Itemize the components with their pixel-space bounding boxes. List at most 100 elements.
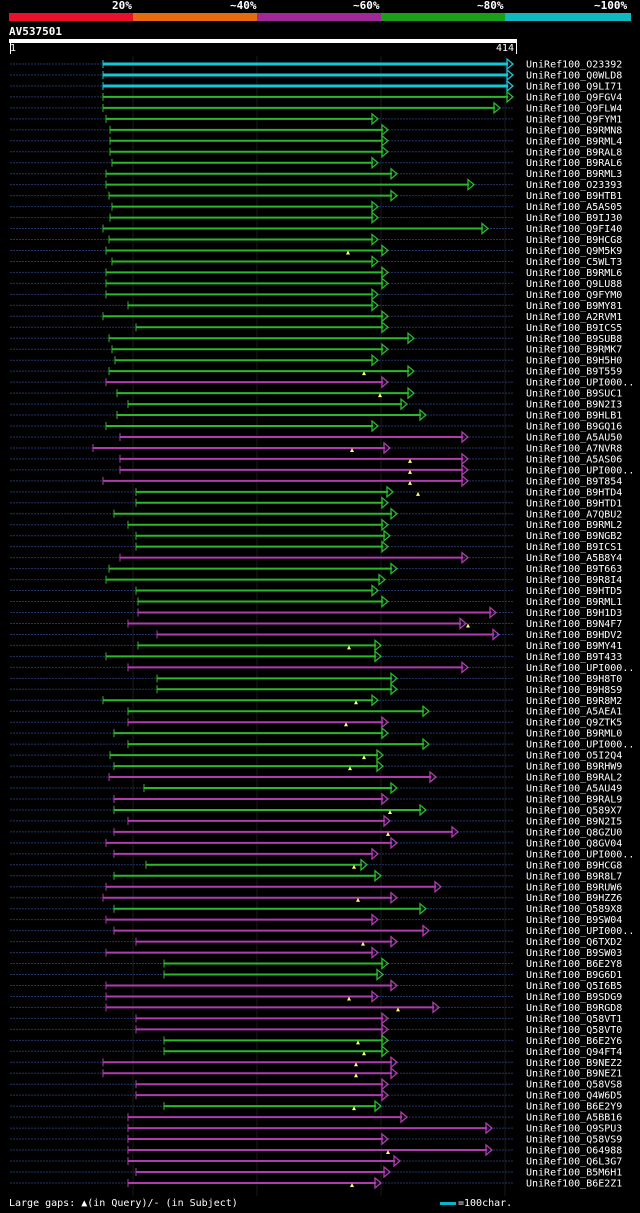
hit-label[interactable]: UniRef100_A5AS05 [526, 202, 622, 213]
hit-label[interactable]: UniRef100_UPI000.. [526, 740, 634, 751]
hit-label[interactable]: UniRef100_Q8GV04 [526, 838, 622, 849]
hit-label[interactable]: UniRef100_B9ICS5 [526, 323, 622, 334]
hit-label[interactable]: UniRef100_Q589X8 [526, 904, 622, 915]
hit-label[interactable]: UniRef100_B6E2Z1 [526, 1178, 622, 1189]
hit-label[interactable]: UniRef100_UPI000.. [526, 378, 634, 389]
hit-label[interactable]: UniRef100_B9N2I3 [526, 400, 622, 411]
hit-label[interactable]: UniRef100_B9SW04 [526, 915, 622, 926]
hit-label[interactable]: UniRef100_B9MY41 [526, 641, 622, 652]
hit-label[interactable]: UniRef100_Q4W6D5 [526, 1091, 622, 1102]
hit-label[interactable]: UniRef100_UPI000.. [526, 926, 634, 937]
hit-label[interactable]: UniRef100_B9HTD1 [526, 498, 622, 509]
hit-label[interactable]: UniRef100_B9T559 [526, 367, 622, 378]
hit-label[interactable]: UniRef100_Q5I6B5 [526, 981, 622, 992]
hit-label[interactable]: UniRef100_B9NEZ1 [526, 1069, 622, 1080]
hit-label[interactable]: UniRef100_B9RMN8 [526, 125, 622, 136]
hit-label[interactable]: UniRef100_A5AU49 [526, 784, 622, 795]
hit-label[interactable]: UniRef100_Q0WLD8 [526, 70, 622, 81]
hit-label[interactable]: UniRef100_B9IJ30 [526, 213, 622, 224]
hit-label[interactable]: UniRef100_B9HLB1 [526, 411, 622, 422]
hit-label[interactable]: UniRef100_B6E2Y6 [526, 1036, 622, 1047]
hit-label[interactable]: UniRef100_Q94FT4 [526, 1047, 622, 1058]
hit-label[interactable]: UniRef100_Q58VS9 [526, 1135, 622, 1146]
hit-label[interactable]: UniRef100_B6E2Y9 [526, 1102, 622, 1113]
hit-label[interactable]: UniRef100_B9R8M2 [526, 696, 622, 707]
hit-label[interactable]: UniRef100_B9SUC1 [526, 389, 622, 400]
hit-label[interactable]: UniRef100_B9H8S9 [526, 685, 622, 696]
hit-label[interactable]: UniRef100_B9N4F7 [526, 619, 622, 630]
hit-label[interactable]: UniRef100_B9H1D3 [526, 608, 622, 619]
hit-label[interactable]: UniRef100_B9GQ16 [526, 422, 622, 433]
hit-label[interactable]: UniRef100_Q589X7 [526, 805, 622, 816]
hit-label[interactable]: UniRef100_O64988 [526, 1146, 622, 1157]
hit-label[interactable]: UniRef100_B9HTD5 [526, 586, 622, 597]
hit-label[interactable]: UniRef100_B9MY81 [526, 301, 622, 312]
hit-label[interactable]: UniRef100_B9SDG9 [526, 992, 622, 1003]
hit-label[interactable]: UniRef100_B9HZZ6 [526, 893, 622, 904]
hit-label[interactable]: UniRef100_B9N2I5 [526, 816, 622, 827]
hit-label[interactable]: UniRef100_B9SUB8 [526, 334, 622, 345]
hit-label[interactable]: UniRef100_B9HCG8 [526, 860, 622, 871]
hit-label[interactable]: UniRef100_B9RUW6 [526, 882, 622, 893]
hit-label[interactable]: UniRef100_A5AS06 [526, 454, 622, 465]
hit-label[interactable]: UniRef100_Q9FYM1 [526, 114, 622, 125]
hit-label[interactable]: UniRef100_A5AEA1 [526, 707, 622, 718]
hit-label[interactable]: UniRef100_Q9FYM0 [526, 290, 622, 301]
hit-label[interactable]: UniRef100_B9T433 [526, 652, 622, 663]
hit-label[interactable]: UniRef100_B9T663 [526, 564, 622, 575]
hit-label[interactable]: UniRef100_A7QBU2 [526, 509, 622, 520]
hit-label[interactable]: UniRef100_UPI000.. [526, 465, 634, 476]
hit-label[interactable]: UniRef100_B9RAL8 [526, 147, 622, 158]
hit-label[interactable]: UniRef100_B9RML0 [526, 729, 622, 740]
hit-label[interactable]: UniRef100_B9HDV2 [526, 630, 622, 641]
hit-label[interactable]: UniRef100_O23392 [526, 60, 622, 71]
hit-label[interactable]: UniRef100_B9RAL2 [526, 773, 622, 784]
hit-label[interactable]: UniRef100_A5AU50 [526, 432, 622, 443]
hit-label[interactable]: UniRef100_B9RAL6 [526, 158, 622, 169]
hit-label[interactable]: UniRef100_Q8GZU0 [526, 827, 622, 838]
hit-label[interactable]: UniRef100_B9RHW9 [526, 762, 622, 773]
hit-label[interactable]: UniRef100_Q58VT0 [526, 1025, 622, 1036]
hit-label[interactable]: UniRef100_Q9M5K9 [526, 246, 622, 257]
hit-label[interactable]: UniRef100_B9NEZ2 [526, 1058, 622, 1069]
hit-label[interactable]: UniRef100_B9T854 [526, 476, 622, 487]
hit-label[interactable]: UniRef100_B9ICS1 [526, 542, 622, 553]
hit-label[interactable]: UniRef100_B9RAL9 [526, 794, 622, 805]
hit-label[interactable]: UniRef100_Q9ZTK5 [526, 718, 622, 729]
hit-label[interactable]: UniRef100_B9RML4 [526, 136, 622, 147]
hit-label[interactable]: UniRef100_Q9SPU3 [526, 1124, 622, 1135]
hit-label[interactable]: UniRef100_A5B8Y4 [526, 553, 622, 564]
hit-label[interactable]: UniRef100_B9H5H0 [526, 356, 622, 367]
hit-label[interactable]: UniRef100_B9R8L7 [526, 871, 622, 882]
hit-label[interactable]: UniRef100_Q9FLW4 [526, 103, 622, 114]
hit-label[interactable]: UniRef100_O23393 [526, 180, 622, 191]
hit-label[interactable]: UniRef100_B9SW03 [526, 948, 622, 959]
hit-label[interactable]: UniRef100_A5BB16 [526, 1113, 622, 1124]
hit-label[interactable]: UniRef100_B5M6H1 [526, 1167, 622, 1178]
hit-label[interactable]: UniRef100_B9HTD4 [526, 487, 622, 498]
hit-label[interactable]: UniRef100_Q6TXD2 [526, 937, 622, 948]
hit-label[interactable]: UniRef100_C5WLT3 [526, 257, 622, 268]
hit-label[interactable]: UniRef100_O5I2Q4 [526, 751, 622, 762]
hit-label[interactable]: UniRef100_Q58VT1 [526, 1014, 622, 1025]
hit-label[interactable]: UniRef100_B9G6D1 [526, 970, 622, 981]
hit-label[interactable]: UniRef100_Q9FGV4 [526, 92, 622, 103]
hit-label[interactable]: UniRef100_Q9FI40 [526, 224, 622, 235]
hit-label[interactable]: UniRef100_Q9LU88 [526, 279, 622, 290]
hit-label[interactable]: UniRef100_B9RML1 [526, 597, 622, 608]
hit-label[interactable]: UniRef100_B9RML2 [526, 520, 622, 531]
hit-label[interactable]: UniRef100_B9RML3 [526, 169, 622, 180]
hit-label[interactable]: UniRef100_B9RGD8 [526, 1003, 622, 1014]
hit-label[interactable]: UniRef100_B9HCG8 [526, 235, 622, 246]
hit-label[interactable]: UniRef100_B9H8T0 [526, 674, 622, 685]
hit-label[interactable]: UniRef100_B9RML6 [526, 268, 622, 279]
hit-label[interactable]: UniRef100_B9R8I4 [526, 575, 622, 586]
hit-label[interactable]: UniRef100_UPI000.. [526, 849, 634, 860]
hit-label[interactable]: UniRef100_B9RMK7 [526, 345, 622, 356]
hit-label[interactable]: UniRef100_Q6L3G7 [526, 1157, 622, 1168]
hit-label[interactable]: UniRef100_A2RVM1 [526, 312, 622, 323]
hit-label[interactable]: UniRef100_UPI000.. [526, 663, 634, 674]
hit-label[interactable]: UniRef100_A7NVR8 [526, 443, 622, 454]
hit-label[interactable]: UniRef100_B9NGB2 [526, 531, 622, 542]
hit-label[interactable]: UniRef100_Q9LI71 [526, 81, 622, 92]
